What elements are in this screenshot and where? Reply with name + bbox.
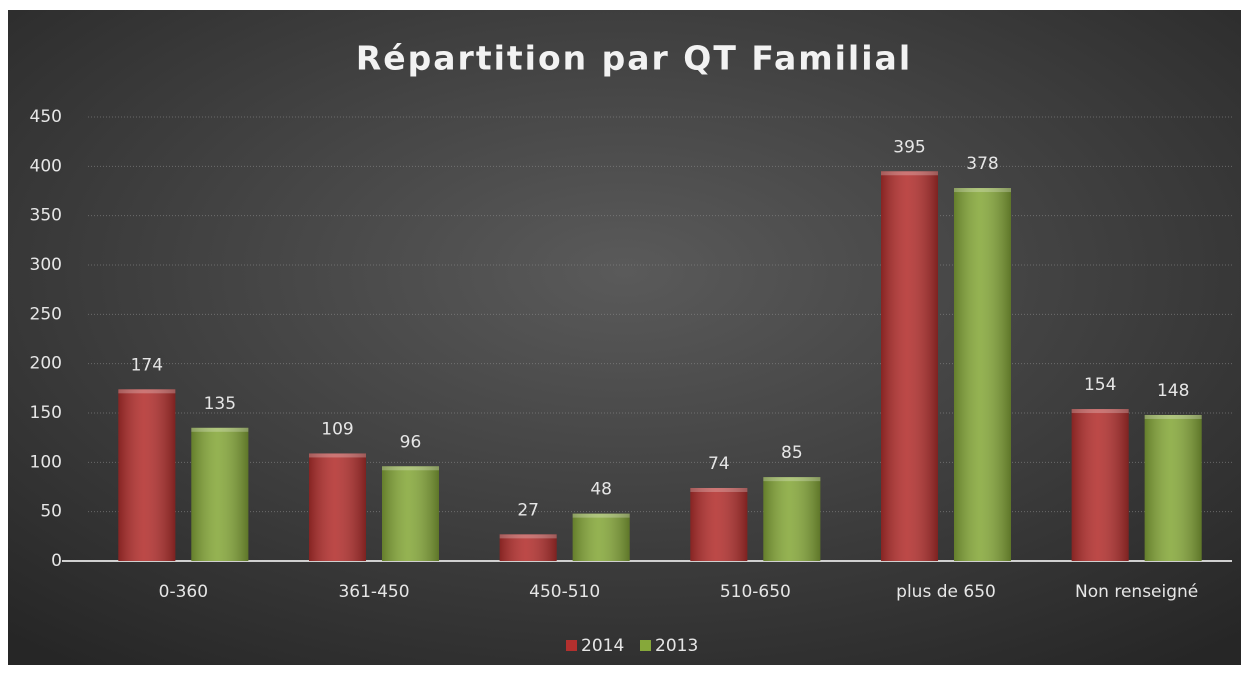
x-tick-label: 510-650 (720, 582, 791, 602)
data-label: 109 (321, 419, 353, 439)
data-label: 96 (400, 432, 422, 452)
y-tick-label: 100 (30, 452, 62, 472)
y-tick-label: 350 (30, 206, 62, 226)
y-tick-label: 250 (30, 304, 62, 324)
bar-shine (572, 513, 630, 561)
bar-cap (881, 171, 938, 176)
bar-cap (1071, 409, 1129, 414)
legend-swatch (566, 640, 577, 651)
data-label: 395 (893, 137, 925, 157)
bar-shine (1071, 409, 1129, 561)
bar-shine (309, 453, 366, 561)
bar-shine (118, 389, 176, 561)
data-label: 27 (517, 500, 539, 520)
bar-cap (191, 427, 249, 432)
x-tick-label: plus de 650 (896, 582, 996, 602)
bar-shine (499, 534, 557, 561)
chart-title: Répartition par QT Familial (356, 39, 912, 78)
bar-cap (1144, 414, 1202, 419)
bar-cap (954, 188, 1011, 193)
y-tick-label: 200 (30, 354, 62, 374)
data-label: 74 (708, 454, 730, 474)
y-tick-label: 400 (30, 156, 62, 176)
x-tick-label: Non renseigné (1075, 582, 1198, 602)
bar-cap (763, 477, 821, 482)
chart-background (8, 10, 1241, 665)
y-tick-label: 50 (40, 502, 62, 522)
bar-shine (954, 188, 1011, 562)
data-label: 154 (1084, 375, 1116, 395)
y-tick-label: 150 (30, 403, 62, 423)
data-label: 148 (1157, 381, 1189, 401)
data-label: 85 (781, 443, 803, 463)
bar-cap (118, 389, 176, 394)
y-tick-label: 300 (30, 255, 62, 275)
data-label: 378 (966, 154, 998, 174)
x-tick-label: 361-450 (338, 582, 409, 602)
bar-shine (191, 427, 249, 561)
bar-shine (382, 466, 439, 561)
y-tick-label: 450 (30, 107, 62, 127)
legend-swatch (640, 640, 651, 651)
data-label: 135 (204, 394, 236, 414)
bar-cap (309, 453, 366, 458)
bar-cap (499, 534, 557, 539)
data-label: 48 (590, 480, 612, 500)
bar-shine (881, 171, 938, 561)
x-tick-label: 0-360 (159, 582, 208, 602)
x-tick-label: 450-510 (529, 582, 600, 602)
bar-cap (382, 466, 439, 471)
bar-cap (690, 487, 748, 492)
data-label: 174 (131, 355, 163, 375)
y-tick-label: 0 (51, 551, 62, 571)
legend-label: 2013 (655, 636, 698, 656)
bar-shine (763, 477, 821, 561)
bar-shine (1144, 414, 1202, 561)
legend-label: 2014 (581, 636, 624, 656)
bar-cap (572, 513, 630, 518)
bar-shine (690, 487, 748, 561)
